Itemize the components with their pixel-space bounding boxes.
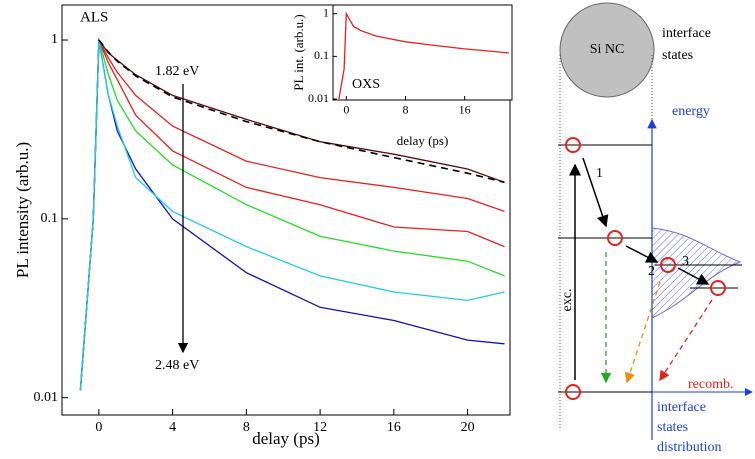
- series-line: [98, 39, 505, 184]
- step-label: 3: [682, 254, 689, 269]
- series-line: [79, 39, 505, 391]
- annotation: ALS: [80, 9, 108, 25]
- x-tick-label: 16: [387, 420, 401, 435]
- series-line: [338, 11, 510, 100]
- y-tick-label: 0.01: [308, 91, 329, 105]
- y-tick-label: 0.1: [41, 211, 59, 226]
- y-axis-label: PL int. (arb.u.): [291, 14, 306, 90]
- x-tick-label: 0: [95, 420, 102, 435]
- step-label: 1: [596, 166, 603, 181]
- arrow: [625, 245, 659, 263]
- plot-area: [332, 4, 513, 101]
- label: states: [662, 48, 693, 63]
- label: recomb.: [688, 377, 733, 392]
- arrow: [659, 299, 713, 382]
- arrow: [677, 267, 710, 285]
- y-axis-label: PL intensity (arb.u.): [13, 142, 32, 278]
- x-tick-label: 16: [459, 103, 471, 117]
- y-tick-label: 1: [51, 32, 58, 47]
- y-tick-label: 1: [323, 5, 329, 19]
- nanocrystal: [559, 2, 655, 98]
- label: interface: [662, 26, 711, 41]
- y-tick-label: 0.01: [34, 390, 59, 405]
- label: distribution: [657, 440, 722, 454]
- x-tick-label: 20: [461, 420, 475, 435]
- x-axis-label: delay (ps): [252, 429, 320, 448]
- x-tick-label: 8: [402, 103, 408, 117]
- y-tick-label: 0.1: [314, 48, 329, 62]
- step-label: 2: [648, 264, 655, 279]
- annotation: OXS: [352, 77, 380, 92]
- label: exc.: [560, 289, 575, 312]
- inset-chart: 0 8 16 0.01 0.1 1 delay (ps) PL int. (arb.u.) OX…: [291, 4, 513, 148]
- x-tick-label: 0: [343, 103, 349, 117]
- label: interface: [657, 400, 706, 415]
- diagram: Si NC interface states energy 1 2 3 exc.…: [558, 2, 753, 455]
- arrow: [582, 157, 609, 228]
- annotation: 1.82 eV: [155, 64, 199, 79]
- x-tick-label: 8: [243, 420, 250, 435]
- label: states: [657, 420, 688, 435]
- particle-label: Si NC: [590, 42, 625, 57]
- x-axis-label: delay (ps): [397, 133, 449, 148]
- axis-label: energy: [672, 104, 710, 119]
- distribution: [651, 227, 742, 319]
- annotation: 2.48 eV: [155, 358, 199, 373]
- x-tick-label: 12: [313, 420, 327, 435]
- x-tick-label: 4: [169, 420, 176, 435]
- states: [565, 137, 726, 400]
